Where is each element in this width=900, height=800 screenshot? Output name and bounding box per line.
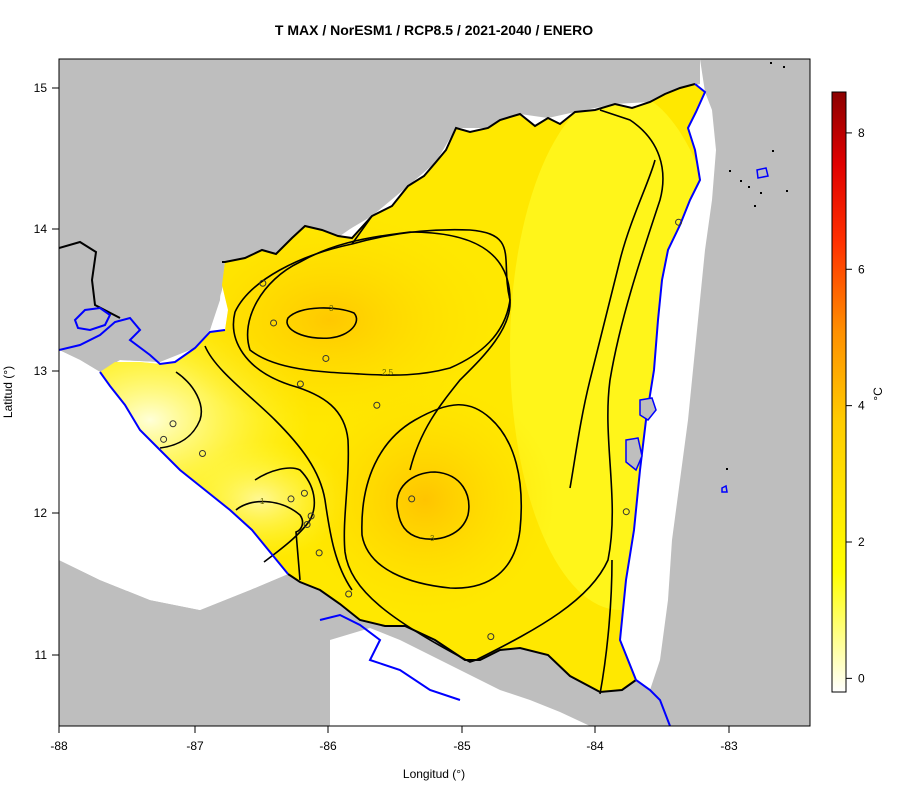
station-marker xyxy=(160,435,168,443)
contour-3-north xyxy=(286,307,358,340)
y-tick-label: 14 xyxy=(34,222,48,236)
corn-islands xyxy=(721,484,728,493)
contour-label: 2.5 xyxy=(382,368,394,377)
bluefields-lagoon xyxy=(625,437,643,472)
pearl-lagoon xyxy=(639,397,657,421)
station-marker xyxy=(300,489,308,497)
station-marker xyxy=(287,495,295,503)
pacific-coastline xyxy=(59,316,289,575)
caribbean-east-land xyxy=(650,59,810,726)
cayos-miskitos xyxy=(756,167,769,179)
colorbar-ticks: 0 2 4 6 8 xyxy=(846,126,865,685)
pacific-ocean-south xyxy=(330,628,590,726)
colorbar xyxy=(831,91,847,693)
colorbar-label: °C xyxy=(871,387,885,401)
station-marker xyxy=(373,401,381,409)
colorbar-tick-label: 6 xyxy=(858,262,865,276)
southern-pacific-coastline xyxy=(319,613,461,701)
x-tick-label: -85 xyxy=(453,739,471,753)
southern-border xyxy=(287,573,637,694)
contour-label-group: 3 3 2.5 1 xyxy=(260,304,435,543)
contour-label: 3 xyxy=(430,534,435,543)
caribbean-coastline xyxy=(618,83,707,726)
station-marker xyxy=(169,420,177,428)
pacific-ocean xyxy=(59,350,288,610)
contour-2-5-north xyxy=(246,231,511,376)
station-marker xyxy=(307,512,315,520)
station-markers xyxy=(160,218,683,641)
plot-frame xyxy=(58,58,811,727)
station-marker xyxy=(315,549,323,557)
x-axis-label: Longitud (°) xyxy=(403,767,465,781)
contour-1-5-west xyxy=(204,345,353,591)
contour-label: 1 xyxy=(260,497,265,506)
y-tick-label: 12 xyxy=(34,506,48,520)
cayos-dots xyxy=(726,62,788,470)
y-tick-label: 13 xyxy=(34,364,48,378)
honduras-land xyxy=(59,59,700,362)
contour-1-south xyxy=(235,500,304,581)
station-marker xyxy=(198,450,206,458)
station-marker xyxy=(303,520,311,528)
contour-1-5-sw2 xyxy=(254,467,316,563)
gulf-fonseca-coast xyxy=(73,306,112,332)
colorbar-tick-label: 0 xyxy=(858,671,865,685)
contour-3-south xyxy=(396,471,470,540)
station-marker xyxy=(622,508,630,516)
station-marker xyxy=(408,495,416,503)
x-tick-label: -83 xyxy=(720,739,738,753)
colorbar-tick-label: 4 xyxy=(858,399,865,413)
contour-1-5-sw xyxy=(159,371,202,449)
station-marker xyxy=(270,319,278,327)
contour-2-southeast xyxy=(599,559,613,695)
y-axis xyxy=(52,87,59,656)
y-axis-label: Latitud (°) xyxy=(1,366,15,418)
contour-lines xyxy=(159,109,664,695)
contour-2-5-south xyxy=(361,403,523,589)
y-tick-label: 15 xyxy=(34,81,48,95)
station-marker xyxy=(322,354,330,362)
station-marker xyxy=(675,218,683,226)
station-marker xyxy=(345,590,353,598)
x-tick-label: -86 xyxy=(319,739,337,753)
station-marker xyxy=(259,279,267,287)
x-tick-label: -88 xyxy=(50,739,68,753)
contour-label: 3 xyxy=(329,304,334,313)
y-tick-label: 11 xyxy=(35,648,48,662)
station-marker xyxy=(487,633,495,641)
x-axis xyxy=(58,726,730,733)
contour-2-east xyxy=(569,159,656,489)
contour-2-outer xyxy=(232,109,664,663)
country-border xyxy=(222,83,696,263)
colorbar-tick-label: 8 xyxy=(858,126,865,140)
x-tick-label: -87 xyxy=(186,739,204,753)
colorbar-tick-label: 2 xyxy=(858,535,865,549)
x-tick-label: -84 xyxy=(586,739,604,753)
chart-title: T MAX / NorESM1 / RCP8.5 / 2021-2040 / E… xyxy=(275,22,593,38)
map-panel: 3 3 2.5 1 xyxy=(59,59,810,726)
station-marker xyxy=(296,380,304,388)
